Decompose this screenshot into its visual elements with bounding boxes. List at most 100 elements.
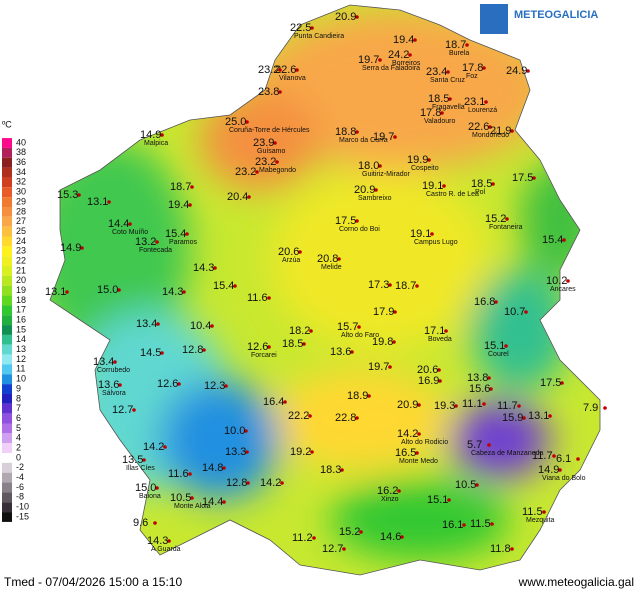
legend-swatch xyxy=(2,354,12,365)
station-dot xyxy=(378,164,382,168)
legend-label: 0 xyxy=(16,452,21,462)
station-value: 15.1 xyxy=(427,494,448,506)
station-value: 19.4 xyxy=(393,34,414,46)
station-value: 14.6 xyxy=(380,531,401,543)
station-value: 12.3 xyxy=(204,380,225,392)
station-dot xyxy=(548,414,552,418)
station-value: 13.6 xyxy=(98,379,119,391)
station-value: 16.9 xyxy=(418,375,439,387)
station-value: 15.0 xyxy=(135,482,156,494)
station-value: 23.8 xyxy=(258,86,279,98)
station-dot xyxy=(490,522,494,526)
station-value: 12.6 xyxy=(157,378,178,390)
station-value: 12.6 xyxy=(247,341,268,353)
station-name: Marco da Curra xyxy=(339,137,388,144)
station-dot xyxy=(246,481,250,485)
legend-label: 15 xyxy=(16,324,26,334)
station-dot xyxy=(392,340,396,344)
station-dot xyxy=(80,246,84,250)
station-value: 14.4 xyxy=(108,218,129,230)
station-value: 17.5 xyxy=(540,377,561,389)
station-dot xyxy=(350,350,354,354)
legend-label: 14 xyxy=(16,334,26,344)
station-value: 13.1 xyxy=(528,410,549,422)
station-dot xyxy=(267,345,271,349)
legend-label: 27 xyxy=(16,216,26,226)
station-dot xyxy=(118,383,122,387)
legend-swatch xyxy=(2,206,12,217)
station-dot xyxy=(355,15,359,19)
station-dot xyxy=(113,360,117,364)
station-value: 15.1 xyxy=(484,340,505,352)
station-value: 19.7 xyxy=(358,54,379,66)
legend-swatch xyxy=(2,433,12,444)
station-value: 15.2 xyxy=(485,213,506,225)
legend-label: 34 xyxy=(16,167,26,177)
station-name: Coruña-Torre de Hércules xyxy=(229,127,310,134)
legend-swatch xyxy=(2,167,12,178)
station-name: Foz xyxy=(466,73,478,80)
station-dot xyxy=(415,284,419,288)
station-value: 16.5 xyxy=(395,447,416,459)
station-dot xyxy=(447,498,451,502)
station-dot xyxy=(185,232,189,236)
station-value: 18.9 xyxy=(347,390,368,402)
station-value: 13.8 xyxy=(467,372,488,384)
station-dot xyxy=(558,468,562,472)
legend-label: 30 xyxy=(16,187,26,197)
station-dot xyxy=(298,250,302,254)
station-value: 20.6 xyxy=(278,246,299,258)
station-dot xyxy=(267,296,271,300)
station-dot xyxy=(367,394,371,398)
station-dot xyxy=(278,90,282,94)
station-dot xyxy=(397,489,401,493)
station-value: 22.6 xyxy=(275,64,296,76)
station-name: Burela xyxy=(449,50,469,57)
station-dot xyxy=(245,120,249,124)
legend-swatch xyxy=(2,482,12,493)
legend-swatch xyxy=(2,472,12,483)
legend-label: 23 xyxy=(16,246,26,256)
station-name: Vilanova xyxy=(279,75,306,82)
legend-swatch xyxy=(2,285,12,296)
station-dot xyxy=(163,445,167,449)
station-value: 14.5 xyxy=(140,347,161,359)
legend-label: 16 xyxy=(16,315,26,325)
url: www.meteogalicia.gal xyxy=(518,575,634,589)
station-value: 25.0 xyxy=(225,116,246,128)
station-name: Borreiros xyxy=(392,60,421,67)
station-dot xyxy=(309,329,313,333)
station-value: 22.2 xyxy=(288,410,309,422)
station-name: Sálvora xyxy=(102,390,126,397)
station-value: 17.5 xyxy=(512,172,533,184)
legend-swatch xyxy=(2,295,12,306)
station-dot xyxy=(177,382,181,386)
station-dot xyxy=(275,160,279,164)
station-name: Malpica xyxy=(144,140,168,147)
station-dot xyxy=(295,68,299,72)
legend-swatch xyxy=(2,236,12,247)
station-name: Valadouro xyxy=(424,118,456,125)
legend-label: 36 xyxy=(16,157,26,167)
station-value: 15.6 xyxy=(469,383,490,395)
station-dot xyxy=(222,466,226,470)
station-dot xyxy=(465,43,469,47)
station-name: Paramos xyxy=(169,239,198,246)
station-dot xyxy=(77,193,81,197)
station-dot xyxy=(437,368,441,372)
station-value: 16.2 xyxy=(377,485,398,497)
station-dot xyxy=(302,342,306,346)
station-value: 15.2 xyxy=(339,526,360,538)
legend-swatch xyxy=(2,443,12,454)
station-name: Alto do Faro xyxy=(341,332,379,339)
station-value: 18.7 xyxy=(395,280,416,292)
station-value: 14.4 xyxy=(202,496,223,508)
station-value: 19.7 xyxy=(373,131,394,143)
legend-label: 22 xyxy=(16,255,26,265)
legend-label: -10 xyxy=(16,502,29,512)
station-dot xyxy=(400,535,404,539)
station-dot xyxy=(107,200,111,204)
station-dot xyxy=(442,184,446,188)
